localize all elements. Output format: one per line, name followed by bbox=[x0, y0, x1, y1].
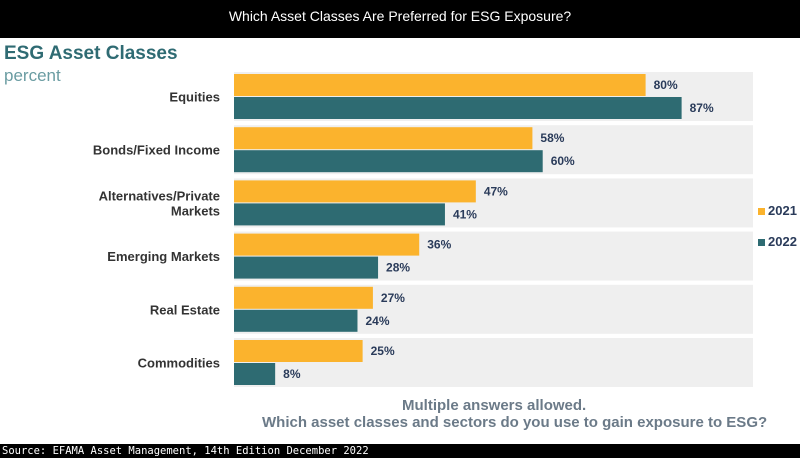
bar-2022 bbox=[234, 309, 358, 332]
bar-2022 bbox=[234, 363, 276, 385]
chart-title: ESG Asset Classes bbox=[4, 43, 178, 64]
chart-note-1: Multiple answers allowed. bbox=[402, 397, 587, 414]
data-label: 28% bbox=[386, 261, 410, 275]
page-header: Which Asset Classes Are Preferred for ES… bbox=[0, 0, 800, 38]
legend-swatch-2021 bbox=[758, 208, 765, 215]
category-label: Equities bbox=[169, 90, 220, 105]
category-label: Markets bbox=[171, 203, 220, 218]
legend-label: 2022 bbox=[768, 234, 797, 249]
legend-label: 2021 bbox=[768, 203, 797, 218]
category-label: Emerging Markets bbox=[107, 249, 220, 264]
data-label: 58% bbox=[540, 131, 564, 145]
data-label: 25% bbox=[371, 344, 395, 358]
bar-2022 bbox=[234, 150, 543, 173]
data-label: 36% bbox=[427, 238, 451, 252]
bar-2021 bbox=[234, 74, 646, 96]
chart-panel: ESG Asset Classes percent Equities 80% 87%… bbox=[0, 38, 800, 444]
header-title: Which Asset Classes Are Preferred for ES… bbox=[228, 8, 572, 24]
data-label: 8% bbox=[283, 367, 301, 381]
chart-subtitle: percent bbox=[4, 66, 61, 85]
data-label: 80% bbox=[654, 78, 678, 92]
data-label: 47% bbox=[484, 184, 508, 198]
source-footer: Source: EFAMA Asset Management, 14th Edi… bbox=[0, 444, 800, 458]
data-label: 24% bbox=[365, 314, 389, 328]
bar-2022 bbox=[234, 203, 445, 226]
category-label: Commodities bbox=[138, 356, 220, 371]
data-label: 27% bbox=[381, 291, 405, 305]
data-label: 60% bbox=[551, 154, 575, 168]
data-label: 41% bbox=[453, 207, 477, 221]
chart-note-2: Which asset classes and sectors do you u… bbox=[262, 414, 768, 431]
bar-2021 bbox=[234, 127, 533, 150]
bar-2021 bbox=[234, 286, 373, 309]
bar-chart: Equities 80% 87% Bonds/Fixed Income 58% 60% Al… bbox=[93, 72, 797, 387]
bar-2021 bbox=[234, 340, 363, 362]
bar-2021 bbox=[234, 233, 420, 256]
bar-2021 bbox=[234, 180, 476, 203]
data-label: 87% bbox=[690, 101, 714, 115]
legend-swatch-2022 bbox=[758, 239, 765, 246]
category-label: Real Estate bbox=[150, 302, 220, 317]
bar-2022 bbox=[234, 256, 379, 279]
bar-2022 bbox=[234, 97, 682, 119]
category-label: Bonds/Fixed Income bbox=[93, 143, 220, 158]
category-label: Alternatives/Private bbox=[99, 188, 220, 203]
